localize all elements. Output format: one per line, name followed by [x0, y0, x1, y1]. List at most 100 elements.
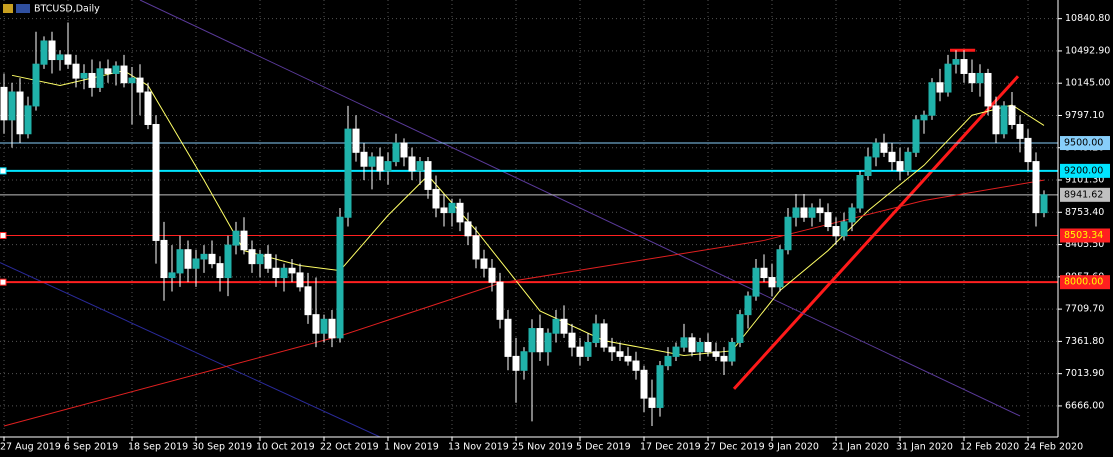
candle-body	[240, 230, 248, 251]
level-handle	[0, 231, 7, 239]
x-tick-label: 18 Sep 2019	[128, 442, 188, 453]
candle-body	[280, 267, 288, 279]
level-handle	[0, 278, 7, 286]
candle-body	[224, 244, 232, 279]
candle-body	[1008, 105, 1016, 125]
candle-body	[72, 63, 80, 79]
x-tick-label: 9 Jan 2020	[768, 442, 819, 453]
candle-body	[272, 267, 280, 279]
candle-body	[816, 207, 824, 214]
candle-body	[752, 267, 760, 297]
candle-body	[1032, 161, 1040, 214]
y-tick-label: 6666.00	[1065, 400, 1104, 411]
level-label-box	[1060, 136, 1110, 151]
level-label: 8941.62	[1064, 189, 1103, 200]
candle-body	[360, 151, 368, 167]
candle-body	[400, 142, 408, 158]
candle-body	[552, 318, 560, 334]
candle-body	[512, 355, 520, 371]
candle-body	[464, 221, 472, 237]
candle-body	[640, 369, 648, 399]
y-tick-label: 10840.80	[1065, 13, 1110, 24]
candle-body	[88, 72, 96, 88]
candle-body	[656, 365, 664, 408]
candle-body	[96, 68, 104, 88]
candle-body	[824, 212, 832, 228]
candle-body	[448, 202, 456, 214]
candle-body	[624, 355, 632, 362]
candle-body	[56, 54, 64, 61]
y-tick-label: 10492.90	[1065, 45, 1110, 56]
candle-body	[728, 341, 736, 362]
candle-body	[112, 65, 120, 74]
x-tick-label: 31 Jan 2020	[896, 442, 953, 453]
y-tick-label: 10145.00	[1065, 78, 1110, 89]
candle-body	[680, 337, 688, 348]
candle-body	[456, 202, 464, 223]
candle-body	[152, 123, 160, 241]
candle-body	[352, 128, 360, 153]
candle-body	[968, 72, 976, 84]
candle-body	[376, 156, 384, 172]
chart-title: BTCUSD,Daily	[34, 4, 100, 15]
candle-body	[320, 318, 328, 334]
symbol-icon	[3, 4, 13, 13]
candle-body	[528, 328, 536, 353]
plot-area	[0, 0, 1058, 437]
candle-body	[720, 355, 728, 362]
candle-body	[800, 207, 808, 218]
candle-body	[1000, 105, 1008, 135]
candle-body	[504, 318, 512, 357]
candle-body	[216, 263, 224, 279]
candle-body	[312, 314, 320, 334]
candle-body	[248, 249, 256, 265]
symbol-icon	[16, 4, 30, 13]
candle-body	[616, 351, 624, 357]
candle-body	[704, 341, 712, 353]
candle-body	[984, 72, 992, 107]
candle-body	[544, 332, 552, 353]
x-tick-label: 21 Jan 2020	[832, 442, 889, 453]
candle-body	[760, 267, 768, 279]
candle-body	[328, 318, 336, 339]
level-label-box	[1060, 275, 1110, 290]
candle-body	[976, 72, 984, 84]
candle-body	[176, 249, 184, 274]
candle-body	[0, 86, 8, 121]
candle-body	[64, 54, 72, 65]
candle-body	[288, 267, 296, 274]
candle-body	[200, 253, 208, 260]
candle-body	[48, 40, 56, 61]
candle-body	[24, 105, 32, 135]
candle-body	[960, 59, 968, 74]
candle-body	[256, 253, 264, 265]
y-tick-label: 8753.40	[1065, 207, 1104, 218]
x-tick-label: 6 Sep 2019	[64, 442, 118, 453]
x-tick-label: 24 Feb 2020	[1024, 442, 1083, 453]
x-tick-label: 17 Dec 2019	[640, 442, 701, 453]
candle-body	[1040, 194, 1048, 214]
candle-body	[584, 341, 592, 357]
trendline	[732, 75, 1020, 390]
trendline	[0, 262, 381, 437]
y-tick-label: 7709.70	[1065, 304, 1104, 315]
candle-body	[480, 258, 488, 269]
level-label-box	[1060, 163, 1110, 178]
candle-body	[520, 351, 528, 371]
candle-body	[856, 175, 864, 209]
trendline	[139, 0, 1021, 417]
candle-body	[8, 91, 16, 121]
candle-body	[904, 151, 912, 172]
candle-body	[184, 249, 192, 269]
candle-body	[664, 355, 672, 367]
level-label: 8503.34	[1064, 230, 1103, 241]
x-tick-label: 10 Oct 2019	[256, 442, 315, 453]
candle-body	[32, 63, 40, 107]
candle-body	[104, 68, 112, 74]
candle-body	[488, 267, 496, 283]
level-label: 9500.00	[1064, 138, 1103, 149]
candle-body	[608, 346, 616, 353]
candle-body	[128, 77, 136, 84]
candle-body	[712, 351, 720, 357]
